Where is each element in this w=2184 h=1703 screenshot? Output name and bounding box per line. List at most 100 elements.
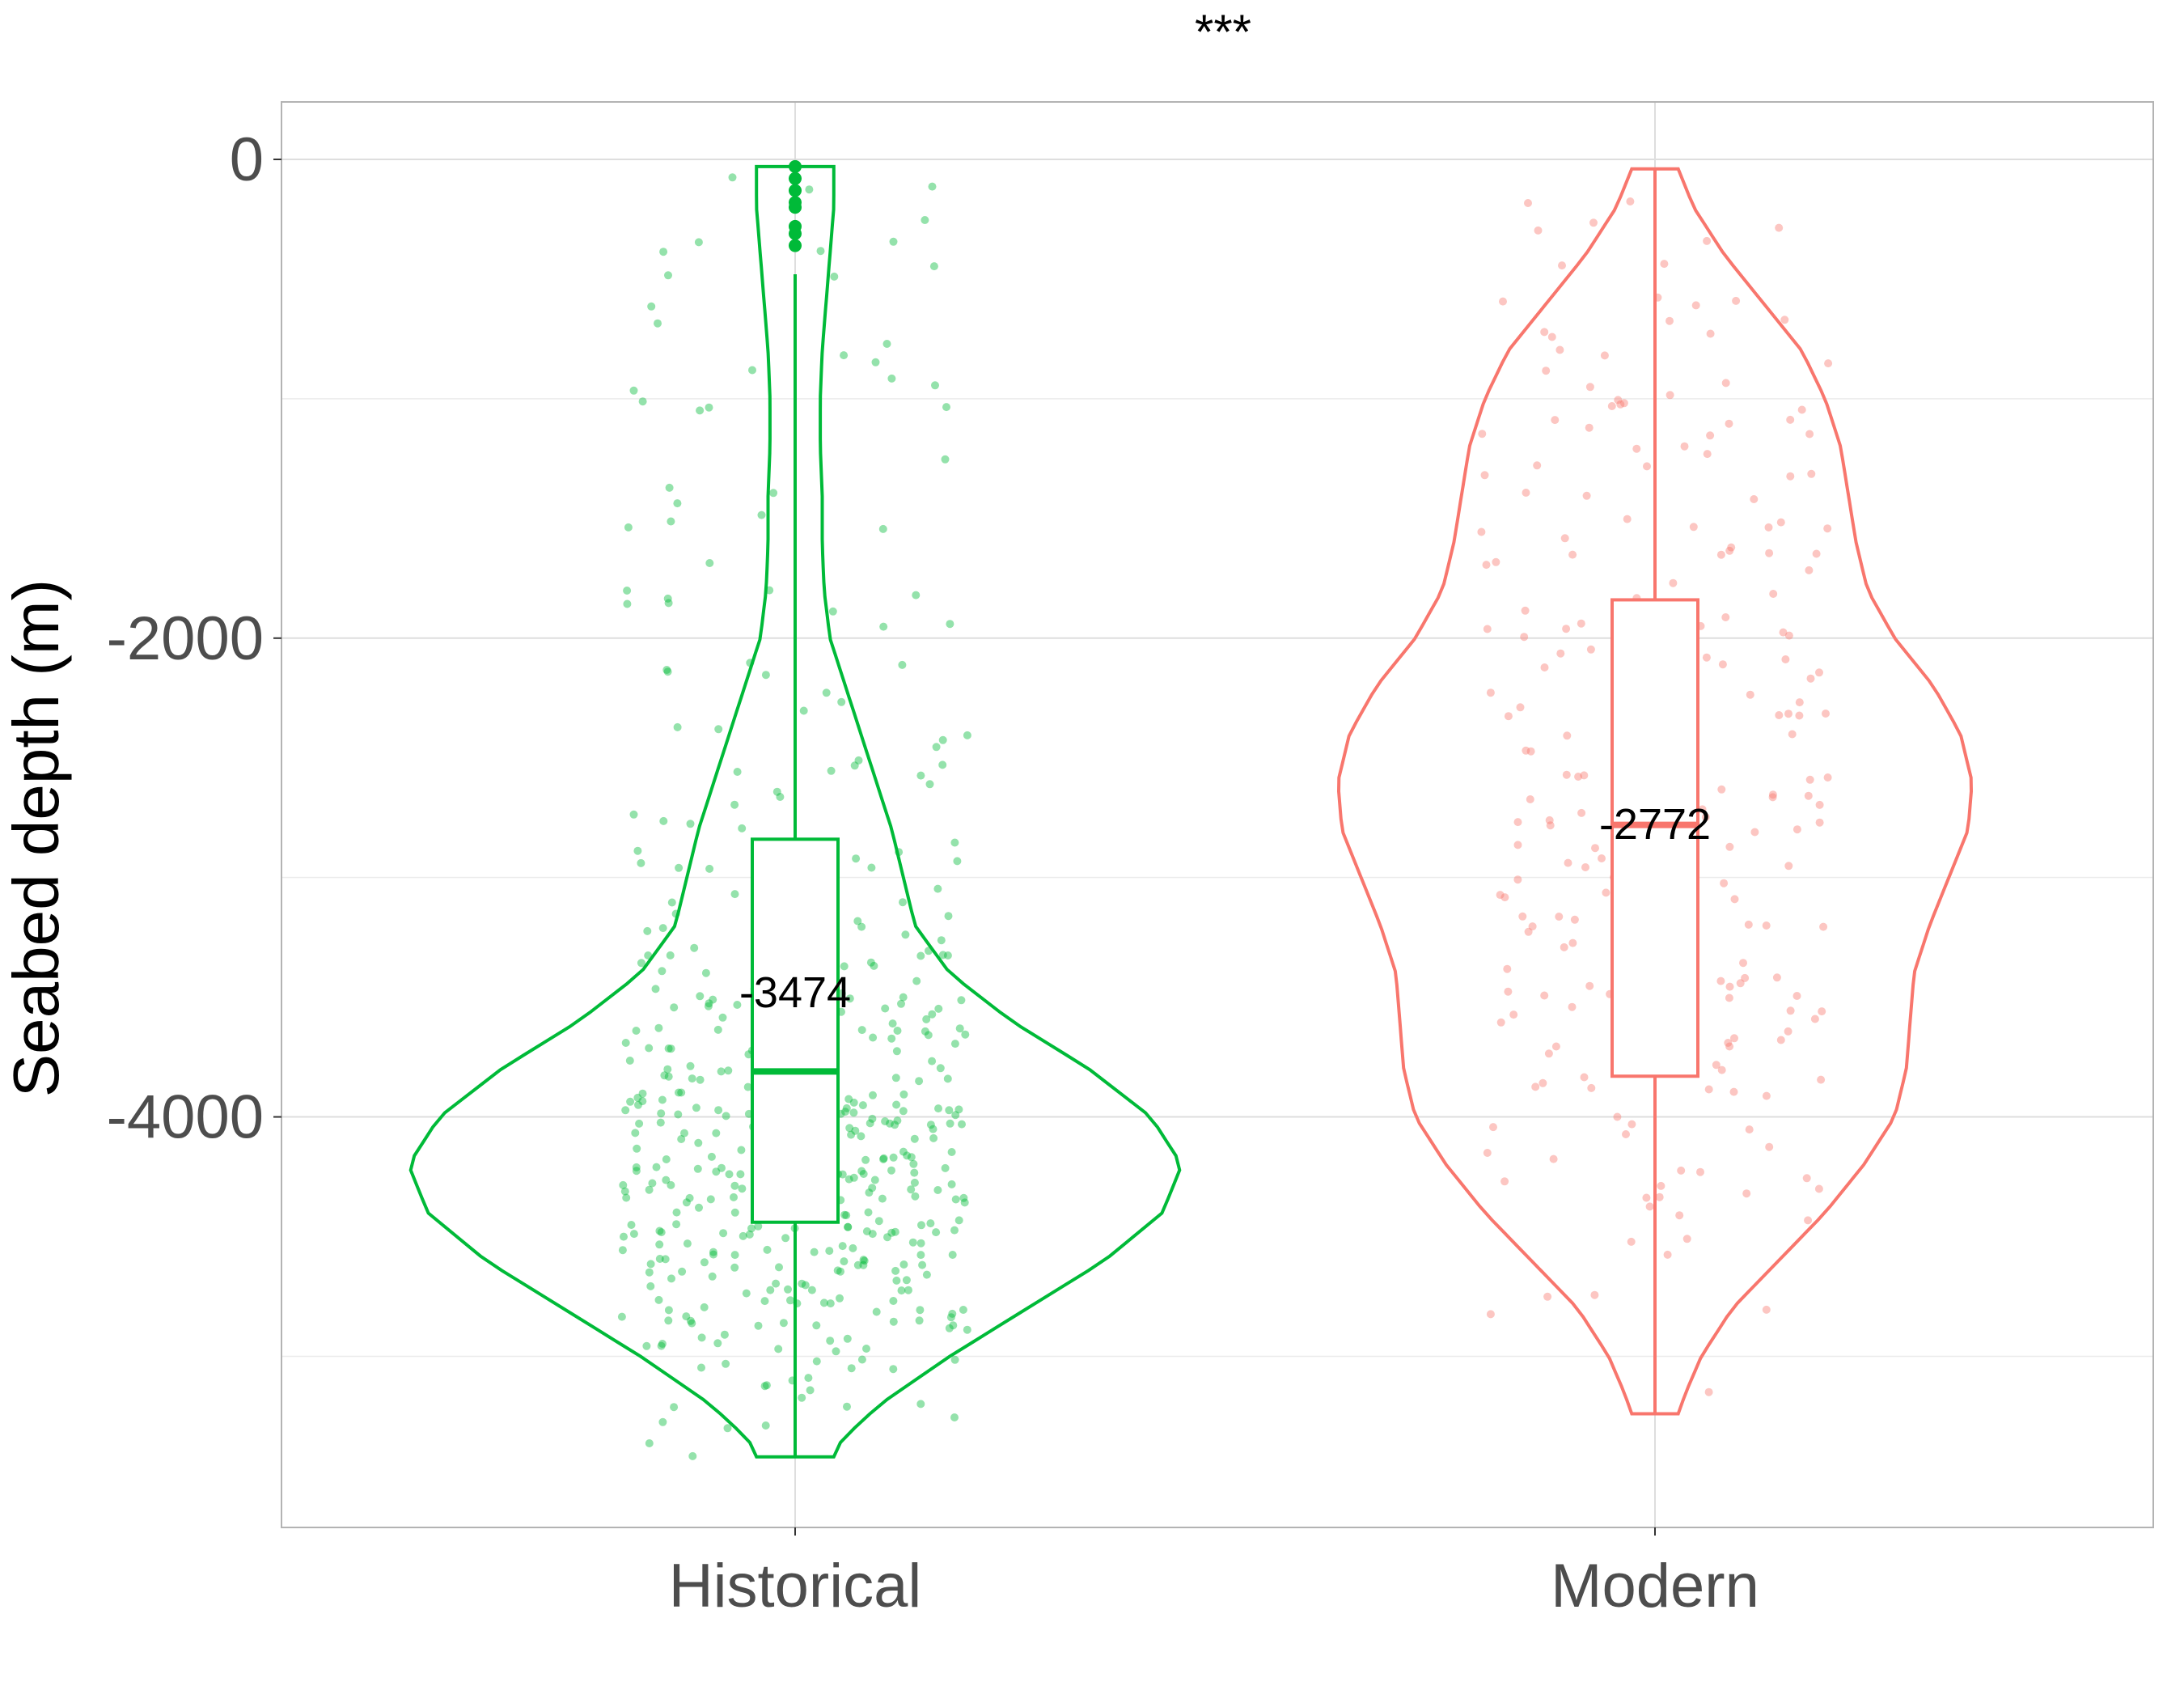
data-point [936, 1064, 945, 1073]
data-point [1528, 922, 1537, 931]
data-point [1555, 913, 1564, 921]
data-point [648, 1179, 657, 1188]
data-point [899, 1107, 908, 1116]
data-point [812, 1321, 821, 1330]
data-point [660, 1071, 669, 1080]
data-point [826, 1337, 835, 1345]
data-point [1563, 731, 1572, 740]
data-point [799, 706, 808, 715]
data-point [934, 1004, 943, 1013]
data-point [857, 1167, 866, 1176]
data-point [804, 1374, 813, 1383]
data-point [958, 1120, 966, 1129]
data-point [950, 1226, 959, 1235]
data-point [1582, 491, 1591, 500]
data-point [889, 1297, 898, 1305]
data-point [836, 1267, 844, 1276]
data-point [838, 1242, 847, 1251]
data-point [859, 1260, 868, 1269]
data-point [889, 1365, 898, 1374]
data-point [882, 340, 891, 348]
data-point [874, 1217, 883, 1226]
data-point [938, 951, 947, 960]
data-point [1689, 523, 1698, 532]
data-point [945, 1106, 954, 1115]
data-point [1806, 674, 1815, 683]
data-point [672, 1220, 681, 1229]
data-point [1823, 524, 1832, 533]
data-point [675, 863, 684, 872]
data-point [725, 1170, 734, 1179]
data-point [621, 1039, 630, 1047]
data-point [1543, 1292, 1552, 1301]
data-point [886, 1119, 894, 1128]
data-point [663, 667, 672, 676]
data-point [907, 1185, 916, 1194]
data-point [926, 1219, 935, 1228]
data-point [1613, 1112, 1622, 1121]
data-point [864, 1208, 873, 1217]
data-point [761, 1421, 770, 1430]
data-point [854, 756, 863, 765]
data-point [1614, 396, 1623, 405]
data-point [654, 1023, 663, 1032]
data-point [1513, 841, 1522, 849]
data-point [889, 237, 898, 246]
data-point [941, 1163, 950, 1172]
data-point [950, 1413, 959, 1421]
data-point [1682, 1235, 1691, 1243]
data-point [938, 735, 947, 744]
data-point [1642, 1193, 1651, 1202]
data-point [960, 1198, 969, 1207]
data-point [659, 816, 668, 825]
data-point [654, 319, 662, 328]
data-point [1784, 631, 1793, 640]
data-point [1666, 391, 1674, 400]
data-point [916, 1239, 925, 1248]
data-point [832, 1347, 840, 1356]
data-point [781, 1234, 790, 1243]
data-point [633, 1093, 642, 1102]
data-point [1482, 561, 1491, 570]
data-point [786, 1296, 794, 1305]
data-point [902, 1276, 911, 1285]
data-point [1717, 1065, 1726, 1074]
data-point [1810, 1015, 1819, 1023]
data-point [918, 1260, 927, 1269]
data-point [1480, 471, 1489, 480]
data-point [950, 1040, 959, 1048]
data-point [1524, 927, 1533, 936]
data-point [910, 1134, 919, 1143]
data-point [1802, 1174, 1811, 1183]
data-point [891, 1266, 900, 1275]
data-point [1788, 730, 1797, 739]
data-point [647, 302, 656, 311]
data-point [883, 1233, 891, 1242]
data-point [1534, 226, 1543, 235]
data-point [946, 1313, 955, 1322]
data-point [1736, 979, 1745, 988]
data-point [629, 386, 638, 395]
data-point [1568, 1002, 1577, 1011]
data-point [1539, 1078, 1547, 1087]
data-point [871, 358, 880, 366]
data-point [1804, 1216, 1813, 1225]
data-point [862, 1227, 871, 1235]
data-point [1716, 550, 1725, 559]
data-point [842, 1211, 851, 1220]
data-point [928, 1057, 937, 1065]
data-point [946, 620, 954, 629]
data-point [620, 1232, 628, 1241]
data-point [1580, 771, 1589, 780]
data-point [941, 455, 950, 464]
data-point [840, 1257, 849, 1266]
data-point [655, 1240, 664, 1249]
data-point [1590, 1290, 1599, 1299]
panel-border [281, 101, 2154, 1528]
data-point [707, 1152, 716, 1161]
data-point [798, 1279, 806, 1288]
data-point [959, 1193, 968, 1202]
data-point [1540, 328, 1549, 337]
data-point [1725, 1042, 1734, 1051]
data-point [825, 1247, 834, 1256]
